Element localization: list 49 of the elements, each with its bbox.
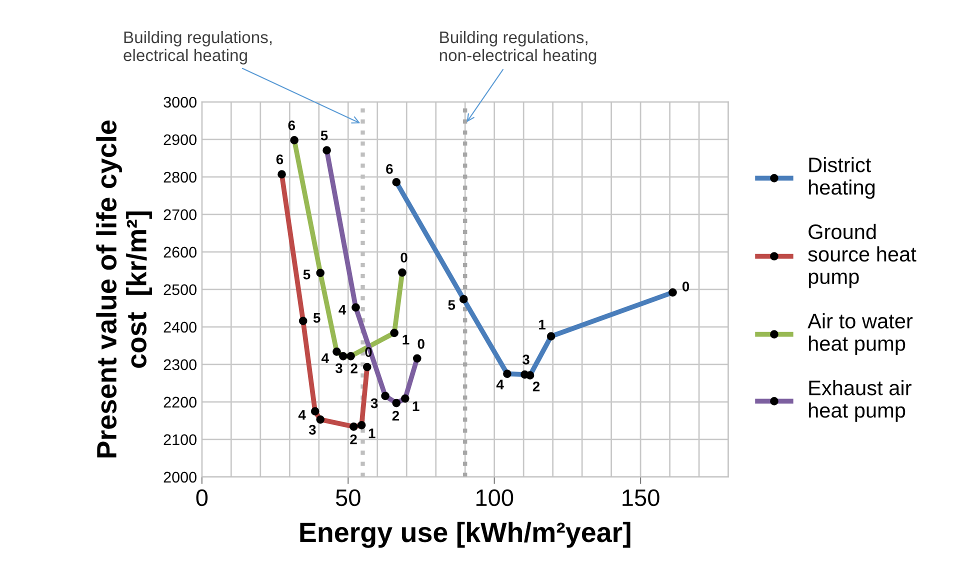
y-tick-label: 2600 xyxy=(164,246,196,258)
ref-line-label: Building regulations, non-electrical heating xyxy=(440,30,596,64)
annotation: 2 xyxy=(392,410,400,421)
x-tick-label: 100 xyxy=(476,489,514,506)
annotation: 1 xyxy=(402,334,410,344)
y-tick-label: 2100 xyxy=(164,434,196,446)
y-tick-label: 2300 xyxy=(164,359,196,370)
legend-label: Air to water heat pump xyxy=(808,313,913,356)
y-tick-label: 2900 xyxy=(164,134,196,146)
legend-label: District heating xyxy=(809,157,875,199)
annotation: 1 xyxy=(539,320,546,330)
annotation: 0 xyxy=(682,282,690,292)
annotation: 6 xyxy=(386,164,393,174)
annotation: 5 xyxy=(448,300,456,310)
annotation: 3 xyxy=(335,363,342,374)
y-tick-label: 2800 xyxy=(164,172,196,183)
annotation: 2 xyxy=(532,382,540,392)
annotation: 0 xyxy=(418,339,424,349)
annotation: 1 xyxy=(412,401,420,412)
annotation: 0 xyxy=(400,252,408,263)
y-tick-label: 3000 xyxy=(164,96,196,108)
annotation: 1 xyxy=(368,428,376,438)
annotation: 4 xyxy=(321,353,329,363)
annotation: 6 xyxy=(276,154,284,164)
legend-label: Exhaust air heat pump xyxy=(809,380,912,422)
y-axis-title: Present value of life cycle cost [kr/m²] xyxy=(96,120,152,458)
y-tick-label: 2000 xyxy=(164,472,196,483)
y-tick-label: 2700 xyxy=(164,209,196,220)
y-tick-label: 2200 xyxy=(164,396,196,408)
annotation: 2 xyxy=(350,434,357,444)
x-tick-label: 150 xyxy=(622,489,660,506)
annotation: 5 xyxy=(303,270,310,280)
annotation: 4 xyxy=(496,380,504,390)
ref-line-label: Building regulations, electrical heating xyxy=(124,30,272,64)
annotation: 3 xyxy=(370,398,378,408)
y-tick-label: 2400 xyxy=(164,322,196,333)
annotation: 3 xyxy=(308,424,316,435)
annotation: 5 xyxy=(313,313,320,323)
annotation: 3 xyxy=(522,354,530,364)
legend-label: Ground source heat pump xyxy=(808,224,916,288)
annotation: 4 xyxy=(338,304,346,314)
x-axis-title: Energy use [kWh/m²year] xyxy=(300,522,630,548)
annotation: 2 xyxy=(350,364,358,374)
annotation: 4 xyxy=(298,410,306,420)
y-tick-label: 2500 xyxy=(164,284,196,296)
x-tick-label: 0 xyxy=(196,489,208,506)
annotation: 5 xyxy=(320,130,328,140)
x-tick-label: 50 xyxy=(336,489,360,506)
annotation: 6 xyxy=(288,120,296,130)
